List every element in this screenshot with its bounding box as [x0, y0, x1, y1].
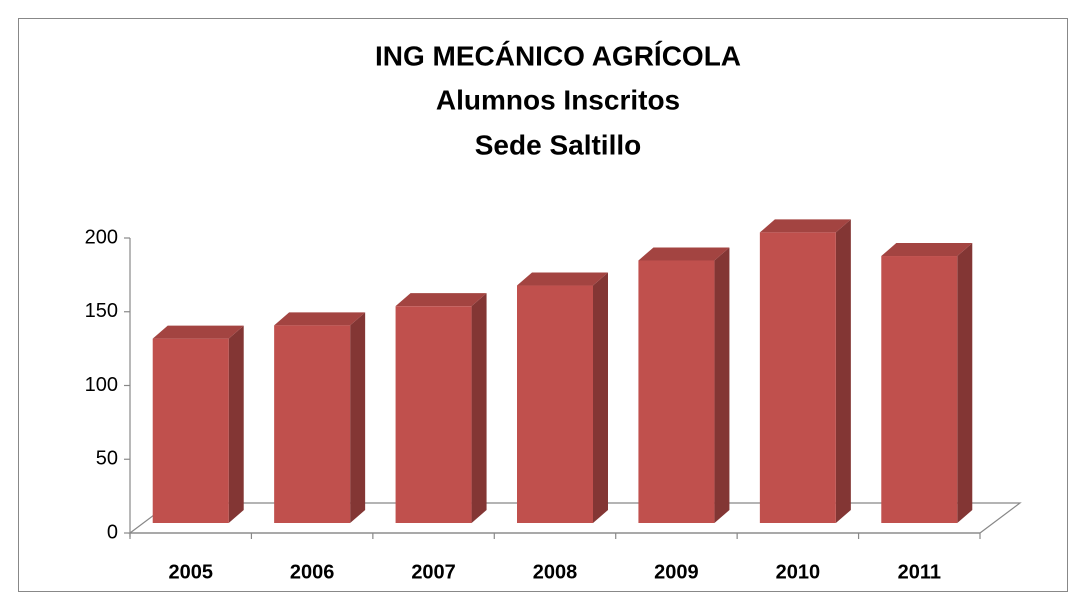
- x-tick-label: 2010: [776, 561, 821, 583]
- bar-top: [274, 312, 366, 326]
- bar-top: [881, 243, 973, 257]
- chart-title: Alumnos Inscritos: [436, 84, 680, 115]
- y-tick-label: 100: [85, 374, 118, 396]
- x-tick-label: 2006: [290, 561, 335, 583]
- bar: [638, 260, 715, 523]
- bar: [152, 338, 229, 523]
- x-tick-label: 2009: [654, 561, 699, 583]
- bar-side: [714, 247, 730, 523]
- bar-side: [350, 312, 366, 523]
- bar-side: [471, 293, 487, 523]
- bar: [881, 256, 958, 523]
- bar-top: [395, 293, 487, 307]
- bar-side: [957, 243, 973, 523]
- chart-title: ING MECÁNICO AGRÍCOLA: [375, 40, 741, 71]
- bar-top: [638, 247, 730, 261]
- bar: [274, 325, 351, 523]
- y-tick-label: 150: [85, 300, 118, 322]
- bar: [395, 306, 472, 523]
- bar: [517, 285, 593, 523]
- bar-top: [517, 272, 608, 286]
- bar-side: [835, 219, 851, 524]
- bar-top: [759, 219, 851, 233]
- y-tick-label: 200: [85, 226, 118, 248]
- bar-side: [593, 272, 608, 523]
- y-tick-label: 0: [107, 521, 118, 543]
- bar-top: [152, 325, 244, 339]
- bar: [759, 232, 836, 524]
- chart-title: Sede Saltillo: [475, 129, 642, 160]
- bar-side: [228, 325, 244, 523]
- x-tick-label: 2011: [898, 561, 941, 583]
- x-tick-label: 2007: [411, 561, 456, 583]
- x-tick-label: 2005: [168, 561, 213, 583]
- y-tick-label: 50: [96, 448, 118, 470]
- x-tick-label: 2008: [533, 561, 578, 583]
